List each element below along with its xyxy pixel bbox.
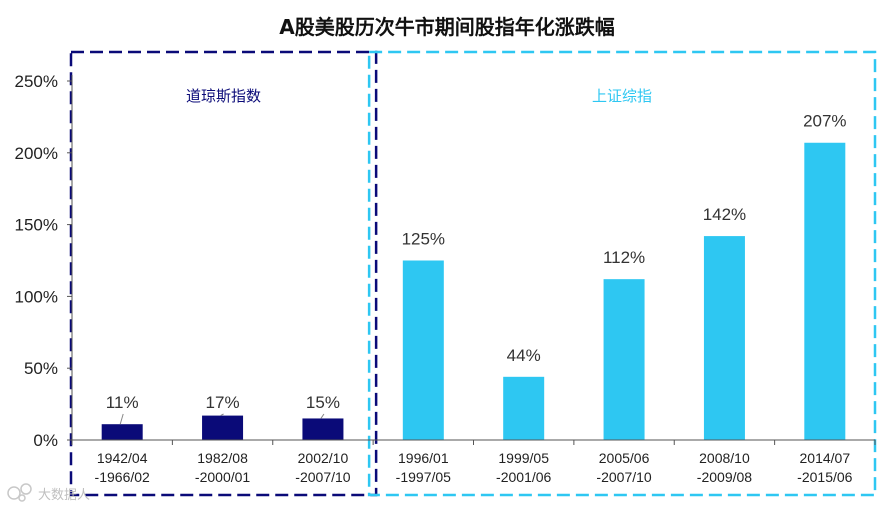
x-tick-label: 1942/04 -1966/02: [95, 450, 150, 485]
x-tick-label: 1996/01 -1997/05: [396, 450, 451, 485]
bar: [603, 279, 645, 440]
watermark-text: 大数据人: [38, 488, 90, 503]
y-tick-label: 150%: [15, 216, 58, 235]
data-label: 15%: [306, 393, 340, 412]
x-tick-label: 2005/06 -2007/10: [596, 450, 651, 485]
data-label-leader: [320, 413, 325, 419]
x-tick-label: 2002/10 -2007/10: [295, 450, 350, 485]
y-tick-label: 200%: [15, 144, 58, 163]
bar: [703, 236, 745, 440]
bar: [202, 415, 244, 440]
bar: [402, 260, 444, 440]
y-axis: 0% 50% 100% 150% 200% 250%: [15, 72, 73, 450]
x-tick-label: 2008/10 -2009/08: [697, 450, 752, 485]
y-tick-label: 0%: [33, 431, 58, 450]
group-label: 上证综指: [592, 87, 652, 105]
group-label: 道琼斯指数: [186, 87, 261, 105]
data-label: 142%: [703, 205, 746, 224]
data-label-leader: [119, 413, 124, 425]
group-box: [367, 50, 877, 497]
group-box: [69, 50, 378, 497]
x-tick-label: 1999/05 -2001/06: [496, 450, 551, 485]
data-label: 125%: [402, 230, 445, 249]
bar: [503, 376, 545, 440]
bar: [302, 418, 344, 440]
y-tick-label: 50%: [24, 359, 58, 378]
y-tick-label: 100%: [15, 287, 58, 306]
data-label: 44%: [507, 346, 541, 365]
chart-title: A股美股历次牛市期间股指年化涨跌幅: [279, 15, 614, 39]
data-label-leader: [220, 413, 224, 417]
y-tick-label: 250%: [15, 72, 58, 91]
data-label: 11%: [106, 393, 139, 412]
logo-icon: [7, 483, 32, 502]
bar: [804, 142, 846, 441]
watermark: 大数据人: [7, 483, 90, 503]
x-tick-label: 1982/08 -2000/01: [195, 450, 250, 485]
bar: [101, 424, 143, 440]
bars: 11% 17% 15% 125% 44% 112% 142% 207%: [101, 112, 847, 441]
group-boxes: 道琼斯指数 上证综指: [69, 50, 877, 497]
data-label: 112%: [603, 248, 645, 267]
x-axis: 1942/04 -1966/02 1982/08 -2000/01 2002/10 -20…: [71, 439, 876, 485]
x-tick-label: 2014/07 -2015/06: [797, 450, 852, 485]
data-label: 17%: [206, 393, 240, 412]
data-label: 207%: [803, 112, 846, 131]
